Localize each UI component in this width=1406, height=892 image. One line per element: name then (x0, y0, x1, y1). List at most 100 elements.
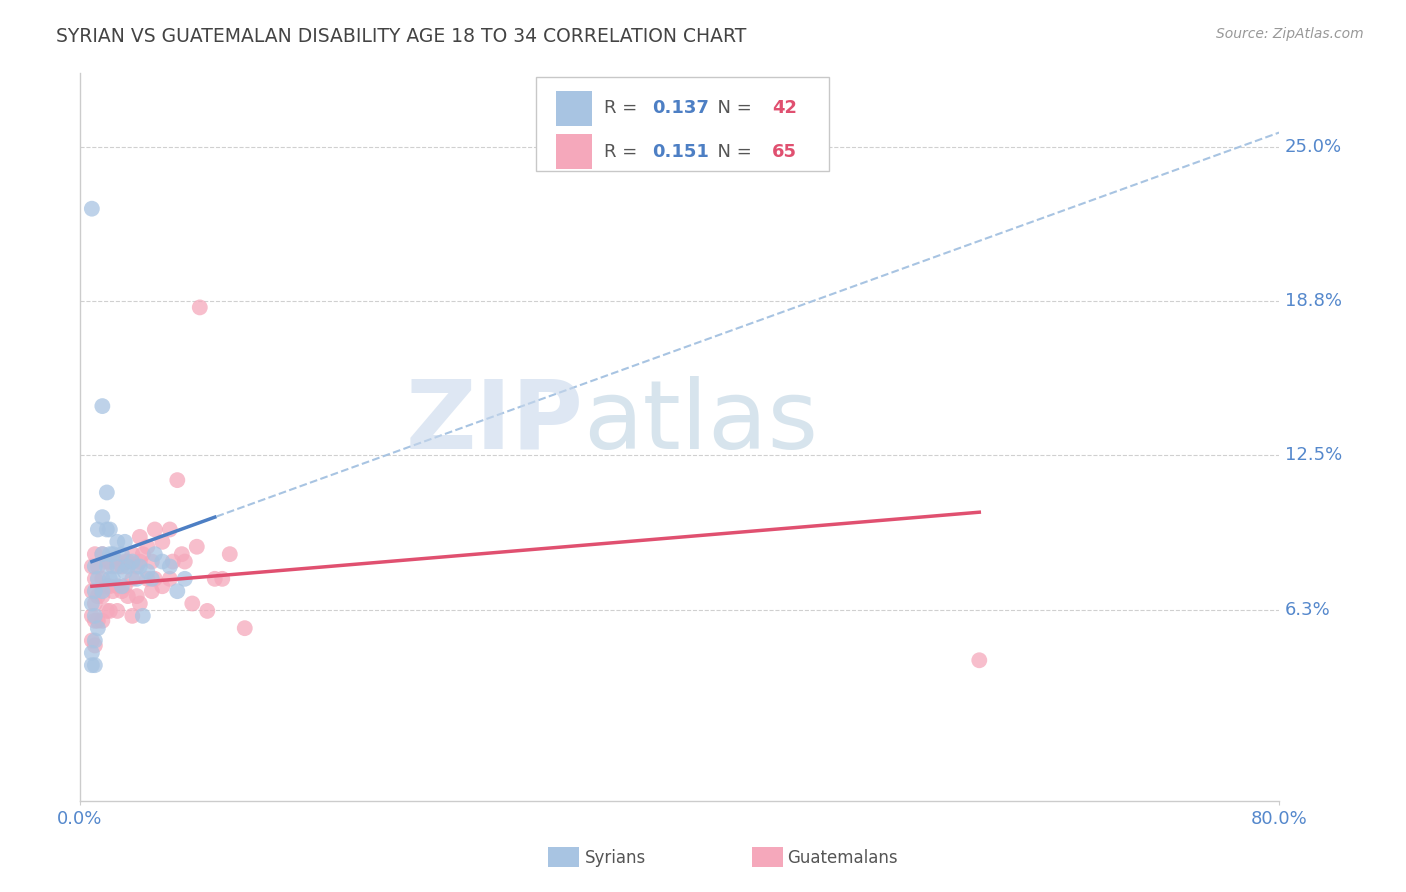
Text: N =: N = (706, 143, 758, 161)
Point (91, 614, 114, 628)
FancyBboxPatch shape (536, 77, 830, 171)
Point (98, 523, 121, 537)
Point (121, 547, 143, 561)
Point (117, 559, 139, 574)
Point (98, 604, 121, 618)
Point (91, 589, 114, 603)
Point (111, 547, 134, 561)
Point (125, 572, 148, 586)
Point (125, 559, 148, 574)
Point (136, 540, 159, 554)
Point (218, 547, 240, 561)
Point (173, 555, 195, 569)
Text: 65: 65 (772, 143, 797, 161)
Point (173, 572, 195, 586)
Text: Syrians: Syrians (585, 849, 647, 867)
Point (83, 584, 105, 599)
Point (98, 572, 121, 586)
Point (91, 547, 114, 561)
Point (80, 633, 103, 648)
Point (969, 653, 991, 667)
Point (83, 572, 105, 586)
Point (150, 555, 173, 569)
Point (136, 572, 159, 586)
Point (181, 597, 204, 611)
Point (87, 572, 110, 586)
Text: 12.5%: 12.5% (1285, 447, 1343, 465)
Point (83, 597, 105, 611)
Text: N =: N = (706, 99, 758, 117)
Point (150, 534, 173, 549)
Point (128, 555, 150, 569)
Point (91, 572, 114, 586)
Point (195, 604, 218, 618)
Point (91, 510, 114, 524)
Point (166, 473, 188, 487)
Point (117, 555, 139, 569)
Point (96, 604, 118, 618)
Text: 25.0%: 25.0% (1285, 138, 1343, 156)
Point (141, 555, 163, 569)
Point (114, 555, 136, 569)
Point (105, 559, 128, 574)
Point (80, 646, 103, 660)
Point (121, 572, 143, 586)
Point (159, 572, 181, 586)
Point (143, 523, 166, 537)
Point (188, 301, 211, 315)
Point (132, 608, 155, 623)
Point (141, 584, 163, 599)
Point (114, 565, 136, 579)
Point (83, 608, 105, 623)
Text: 0.151: 0.151 (652, 143, 709, 161)
Point (128, 530, 150, 544)
Point (98, 555, 121, 569)
Text: ZIP: ZIP (406, 376, 583, 469)
Point (96, 579, 118, 593)
Text: SYRIAN VS GUATEMALAN DISABILITY AGE 18 TO 34 CORRELATION CHART: SYRIAN VS GUATEMALAN DISABILITY AGE 18 T… (56, 27, 747, 45)
Point (111, 579, 134, 593)
Point (143, 572, 166, 586)
Text: R =: R = (605, 99, 643, 117)
Point (166, 584, 188, 599)
Point (87, 523, 110, 537)
Point (87, 559, 110, 574)
Point (83, 639, 105, 653)
Point (101, 584, 124, 599)
Point (128, 559, 150, 574)
Point (96, 523, 118, 537)
Point (121, 608, 143, 623)
Text: 18.8%: 18.8% (1285, 293, 1343, 310)
Point (136, 565, 159, 579)
Point (162, 555, 184, 569)
Point (128, 597, 150, 611)
Point (170, 547, 193, 561)
Point (91, 584, 114, 599)
Point (83, 614, 105, 628)
Point (83, 559, 105, 574)
Point (111, 559, 134, 574)
Point (96, 559, 118, 574)
Point (80, 559, 103, 574)
Point (80, 202, 103, 216)
Point (105, 604, 128, 618)
Point (114, 579, 136, 593)
FancyBboxPatch shape (555, 91, 592, 126)
Point (233, 621, 256, 635)
Point (132, 547, 155, 561)
Point (150, 579, 173, 593)
Text: R =: R = (605, 143, 643, 161)
Point (159, 523, 181, 537)
Point (83, 633, 105, 648)
Text: 0.137: 0.137 (652, 99, 709, 117)
Point (204, 572, 226, 586)
Point (91, 399, 114, 413)
Point (96, 555, 118, 569)
Text: 42: 42 (772, 99, 797, 117)
Point (87, 589, 110, 603)
Text: 6.3%: 6.3% (1285, 600, 1331, 619)
Point (143, 547, 166, 561)
Point (83, 547, 105, 561)
Point (111, 584, 134, 599)
Point (96, 485, 118, 500)
